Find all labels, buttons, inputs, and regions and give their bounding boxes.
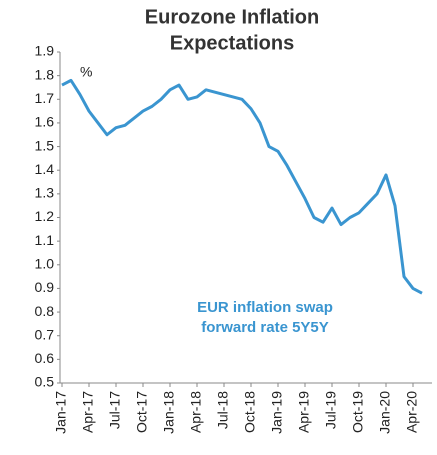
x-tick-label: Jul-17 xyxy=(107,391,123,429)
x-tick-label: Apr-20 xyxy=(404,391,420,433)
chart-title: Expectations xyxy=(170,32,294,54)
y-tick-label: 0.5 xyxy=(35,374,55,390)
x-tick-label: Jan-19 xyxy=(269,391,285,434)
x-tick-label: Apr-18 xyxy=(188,391,204,433)
line xyxy=(61,78,423,295)
annotation: EUR inflation swap xyxy=(197,299,333,316)
x-tick-label: Jan-18 xyxy=(161,391,177,434)
y-tick-label: 1.3 xyxy=(35,185,55,201)
y-tick-label: 0.6 xyxy=(35,350,55,366)
x-tick-label: Apr-17 xyxy=(80,391,96,433)
x-tick-label: Oct-19 xyxy=(350,391,366,433)
y-tick-label: 0.9 xyxy=(35,279,55,295)
x-tick-label: Apr-19 xyxy=(296,391,312,433)
unit-label: % xyxy=(80,64,92,80)
x-tick-label: Jul-18 xyxy=(215,391,231,429)
y-tick-label: 1.4 xyxy=(35,161,55,177)
y-tick-label: 1.0 xyxy=(35,255,55,271)
chart-title: Eurozone Inflation xyxy=(145,6,319,28)
x-tick-label: Oct-18 xyxy=(242,391,258,433)
y-tick-label: 1.2 xyxy=(35,208,55,224)
x-tick-label: Jan-17 xyxy=(53,391,69,434)
y-tick-label: 1.5 xyxy=(35,137,55,153)
y-tick-label: 1.1 xyxy=(35,232,55,248)
x-tick-label: Oct-17 xyxy=(134,391,150,433)
y-tick-label: 1.8 xyxy=(35,66,55,82)
y-tick-label: 1.7 xyxy=(35,90,55,106)
annotation: forward rate 5Y5Y xyxy=(201,319,329,336)
y-tick-label: 0.8 xyxy=(35,303,55,319)
y-tick-label: 0.7 xyxy=(35,326,55,342)
y-tick-label: 1.6 xyxy=(35,114,55,130)
x-tick-label: Jan-20 xyxy=(377,391,393,434)
y-tick-label: 1.9 xyxy=(35,43,55,59)
x-tick-label: Jul-19 xyxy=(323,391,339,429)
